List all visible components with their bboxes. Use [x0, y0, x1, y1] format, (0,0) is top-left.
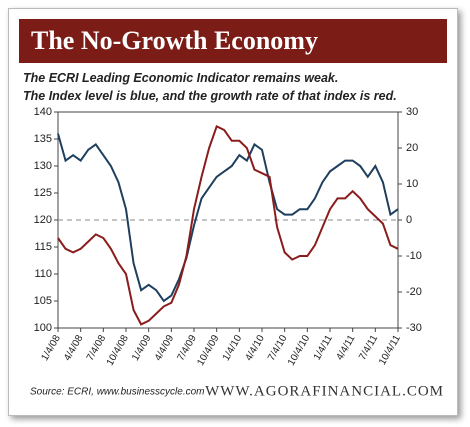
series-line	[57, 133, 399, 303]
y2-tick-label: 0	[406, 214, 412, 226]
brand: WWW.AGORAFINANCIAL.COM	[205, 383, 444, 399]
x-tick-label: 10/4/09	[195, 333, 221, 368]
x-tick-label: 4/4/11	[334, 333, 357, 362]
x-tick-label: 4/4/09	[153, 333, 177, 363]
y2-tick-label: 10	[406, 178, 418, 190]
subtitle: The ECRI Leading Economic Indicator rema…	[23, 71, 339, 85]
x-tick-label: 7/4/09	[175, 333, 199, 363]
series-line	[57, 125, 399, 326]
x-tick-label: 7/4/08	[85, 333, 109, 363]
x-tick-label: 1/4/10	[221, 333, 245, 363]
subtitle: The Index level is blue, and the growth …	[23, 89, 397, 103]
y-tick-label: 120	[34, 214, 52, 226]
x-tick-label: 7/4/10	[266, 333, 290, 363]
x-tick-label: 4/4/10	[243, 333, 267, 363]
x-tick-label: 4/4/08	[62, 333, 86, 363]
y-tick-label: 135	[34, 133, 52, 145]
y-tick-label: 110	[34, 268, 52, 280]
y2-tick-label: -30	[406, 322, 422, 334]
x-tick-label: 7/4/11	[357, 333, 380, 362]
y2-tick-label: 20	[406, 142, 418, 154]
x-tick-label: 10/4/11	[377, 333, 403, 367]
source: Source: ECRI, www.businesscycle.com	[30, 387, 205, 398]
x-tick-label: 10/4/08	[105, 333, 131, 368]
x-tick-label: 10/4/10	[286, 333, 312, 368]
y-tick-label: 115	[34, 241, 52, 253]
y-tick-label: 130	[34, 160, 52, 172]
y-tick-label: 105	[34, 295, 52, 307]
x-tick-label: 1/4/11	[312, 333, 335, 362]
chart-title: The No-Growth Economy	[19, 19, 447, 63]
x-tick-label: 1/4/09	[130, 333, 154, 363]
y-tick-label: 140	[34, 106, 52, 118]
y2-tick-label: -20	[406, 286, 422, 298]
card: The No-Growth Economy The ECRI Leading E…	[8, 8, 458, 416]
y-tick-label: 125	[34, 187, 52, 199]
y2-tick-label: 30	[406, 106, 418, 118]
y-tick-label: 100	[34, 322, 52, 334]
x-tick-label: 1/4/08	[39, 333, 63, 363]
y2-tick-label: -10	[406, 250, 422, 262]
